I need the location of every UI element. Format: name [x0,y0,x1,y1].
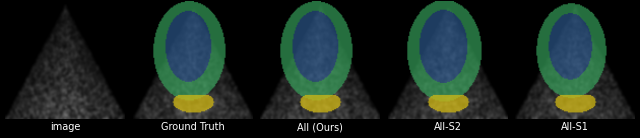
Text: All-S1: All-S1 [561,122,589,132]
Text: All-S2: All-S2 [433,122,461,132]
Text: image: image [50,122,80,132]
Text: All (Ours): All (Ours) [297,122,343,132]
Text: Ground Truth: Ground Truth [161,122,225,132]
